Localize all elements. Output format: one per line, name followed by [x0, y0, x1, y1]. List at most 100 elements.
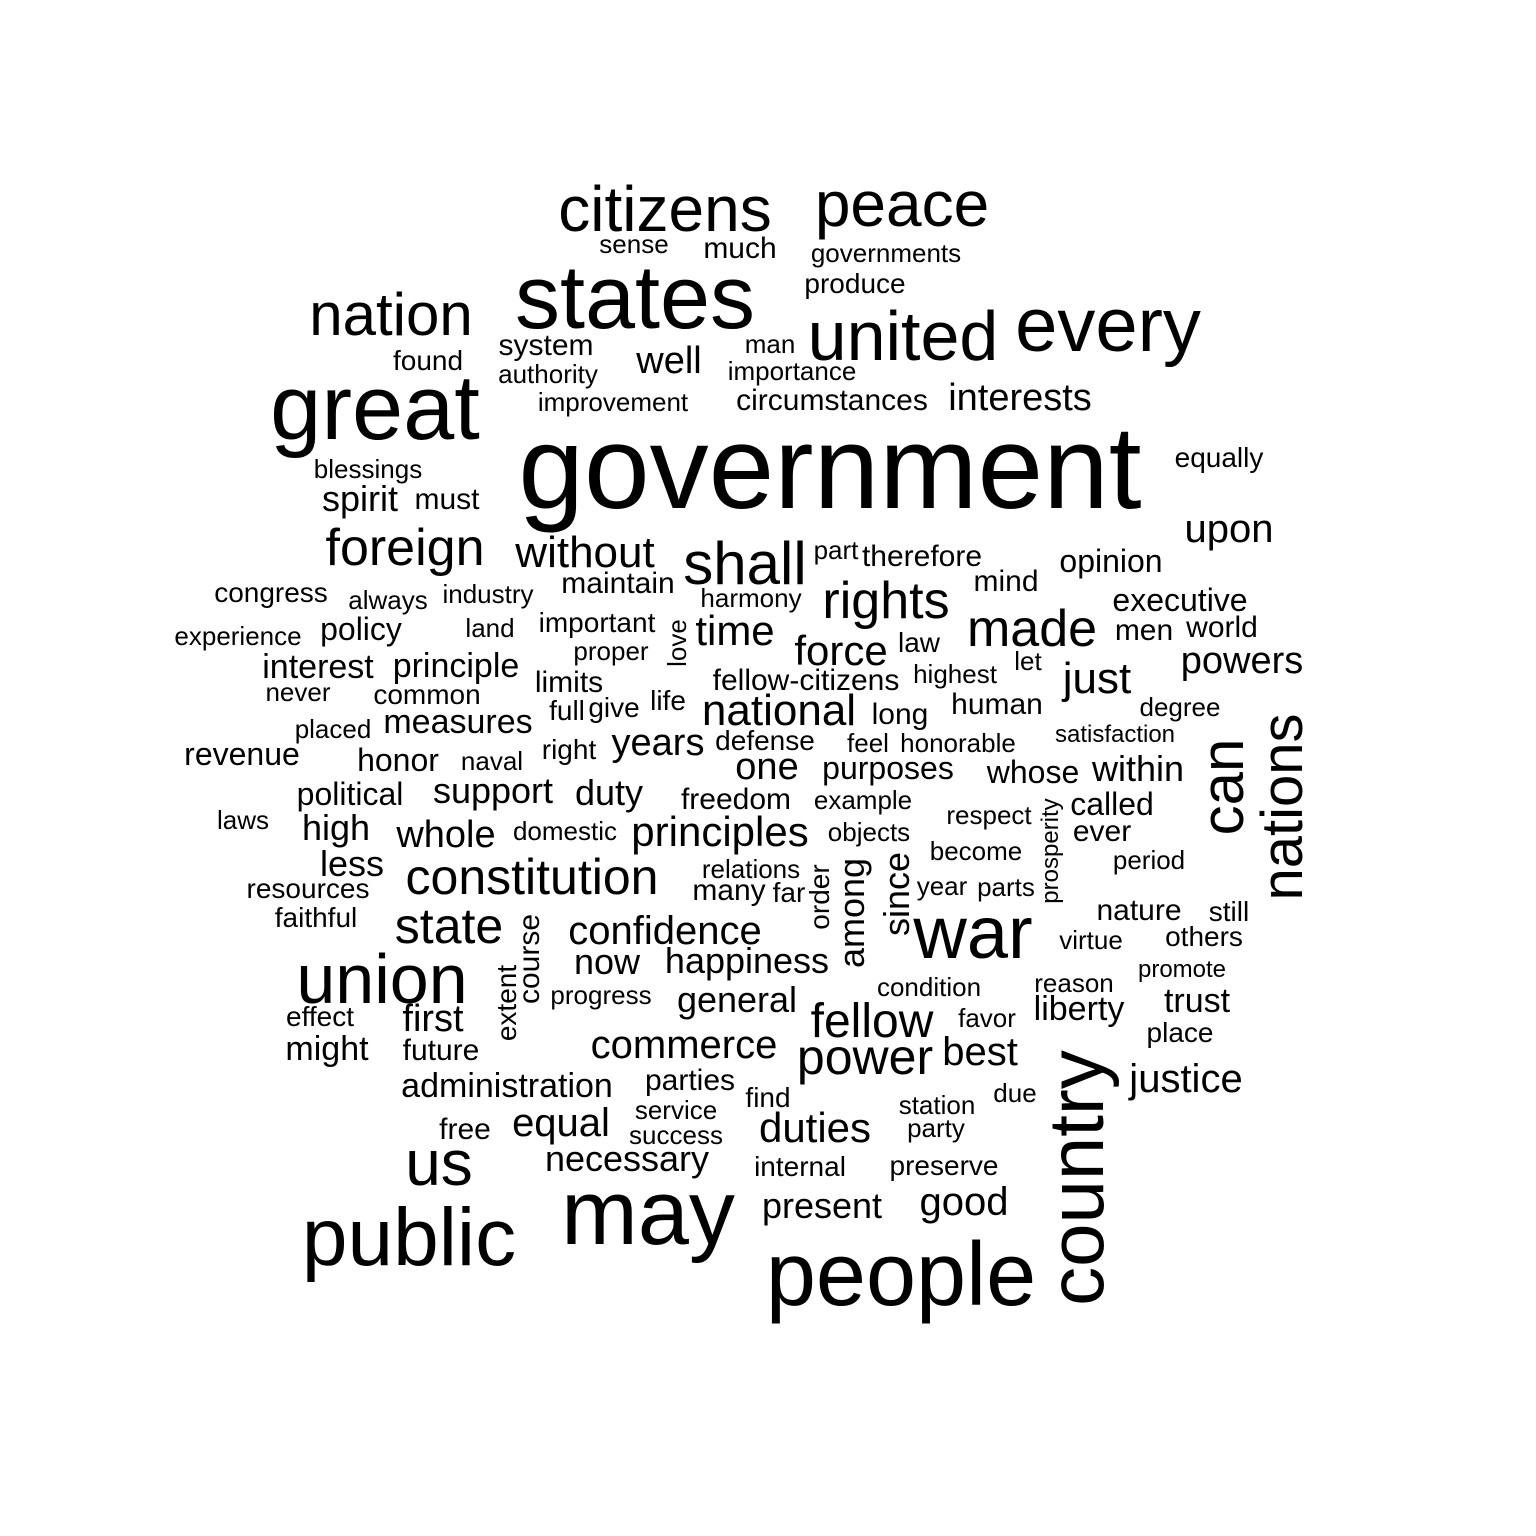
word-first: first [402, 998, 464, 1040]
word-government: government [518, 402, 1142, 534]
word-commerce: commerce [590, 1023, 778, 1067]
word-shall: shall [683, 530, 807, 597]
word-parts: parts [977, 872, 1035, 902]
word-principles: principles [631, 808, 809, 855]
word-might: might [285, 1030, 369, 1068]
word-promote: promote [1137, 956, 1227, 983]
word-degree: degree [1139, 692, 1221, 722]
word-life: life [650, 685, 686, 716]
word-less: less [319, 843, 385, 884]
word-equal: equal [512, 1101, 610, 1145]
word-ever: ever [1072, 815, 1132, 848]
word-honor: honor [357, 742, 439, 778]
word-law: law [897, 627, 941, 658]
word-made: made [966, 600, 1098, 658]
word-human: human [951, 688, 1043, 721]
word-confidence: confidence [568, 909, 762, 953]
word-satisfaction: satisfaction [1054, 721, 1176, 748]
word-important: important [538, 607, 656, 638]
word-support: support [432, 770, 554, 811]
word-condition: condition [876, 972, 982, 1002]
word-political: political [296, 776, 404, 812]
word-states: states [514, 248, 756, 348]
word-station: station [898, 1090, 976, 1120]
word-interests: interests [948, 377, 1092, 419]
word-among: among [831, 857, 872, 969]
word-governments: governments [810, 238, 962, 268]
word-powers: powers [1180, 640, 1304, 682]
word-happiness: happiness [664, 940, 830, 981]
word-therefore: therefore [861, 540, 983, 573]
word-us: us [405, 1127, 473, 1199]
word-period: period [1112, 845, 1186, 875]
word-present: present [761, 1185, 883, 1226]
word-many: many [692, 874, 766, 907]
word-preserve: preserve [889, 1150, 999, 1181]
word-state: state [394, 898, 504, 954]
word-executive: executive [1112, 582, 1248, 618]
word-party: party [907, 1113, 965, 1143]
word-authority: authority [498, 359, 598, 389]
word-force: force [794, 627, 888, 674]
word-whole: whole [396, 814, 496, 856]
word-future: future [402, 1034, 480, 1067]
word-equally: equally [1174, 442, 1264, 473]
word-called: called [1070, 786, 1154, 822]
word-duties: duties [758, 1104, 872, 1151]
word-great: great [270, 357, 480, 459]
word-objects: objects [827, 817, 911, 847]
word-still: still [1208, 896, 1250, 927]
word-public: public [301, 1192, 517, 1283]
word-always: always [348, 585, 428, 615]
word-others: others [1165, 921, 1243, 952]
word-principle: principle [392, 647, 520, 685]
word-laws: laws [216, 805, 270, 835]
word-nature: nature [1096, 894, 1182, 927]
word-much: much [703, 232, 777, 265]
word-faithful: faithful [274, 902, 358, 933]
word-respect: respect [946, 800, 1032, 830]
word-full: full [549, 695, 585, 726]
word-duty: duty [574, 772, 644, 813]
word-policy: policy [320, 611, 402, 647]
word-interest: interest [262, 648, 374, 686]
word-good: good [919, 1180, 1009, 1224]
word-success: success [629, 1120, 723, 1150]
word-general: general [676, 979, 798, 1020]
word-country: country [1032, 1050, 1120, 1306]
word-proper: proper [573, 636, 649, 666]
word-experience: experience [174, 621, 302, 651]
word-mind: mind [973, 565, 1039, 598]
word-every: every [1015, 283, 1201, 368]
word-peace: peace [814, 168, 990, 240]
word-reason: reason [1034, 968, 1114, 998]
word-right: right [541, 734, 597, 765]
word-revenue: revenue [184, 736, 300, 772]
word-found: found [392, 345, 464, 376]
word-now: now [573, 941, 641, 982]
word-national: national [701, 686, 857, 735]
word-whose: whose [986, 754, 1080, 790]
word-since: since [876, 851, 917, 937]
word-domestic: domestic [512, 816, 618, 846]
word-place: place [1146, 1017, 1214, 1048]
word-people: people [765, 1225, 1037, 1325]
word-never: never [265, 677, 331, 707]
word-system: system [498, 329, 594, 362]
word-rights: rights [822, 572, 950, 630]
word-let: let [1014, 646, 1042, 676]
word-congress: congress [214, 577, 328, 608]
word-year: year [916, 871, 968, 901]
word-common: common [373, 679, 481, 710]
word-must: must [414, 483, 480, 516]
word-relations: relations [701, 854, 801, 884]
word-power: power [796, 1029, 934, 1085]
word-land: land [465, 613, 515, 643]
word-necessary: necessary [544, 1138, 710, 1179]
word-years: years [611, 722, 705, 764]
word-purposes: purposes [822, 750, 954, 786]
word-trust: trust [1163, 982, 1231, 1020]
word-circumstances: circumstances [736, 384, 928, 417]
word-naval: naval [460, 746, 524, 776]
